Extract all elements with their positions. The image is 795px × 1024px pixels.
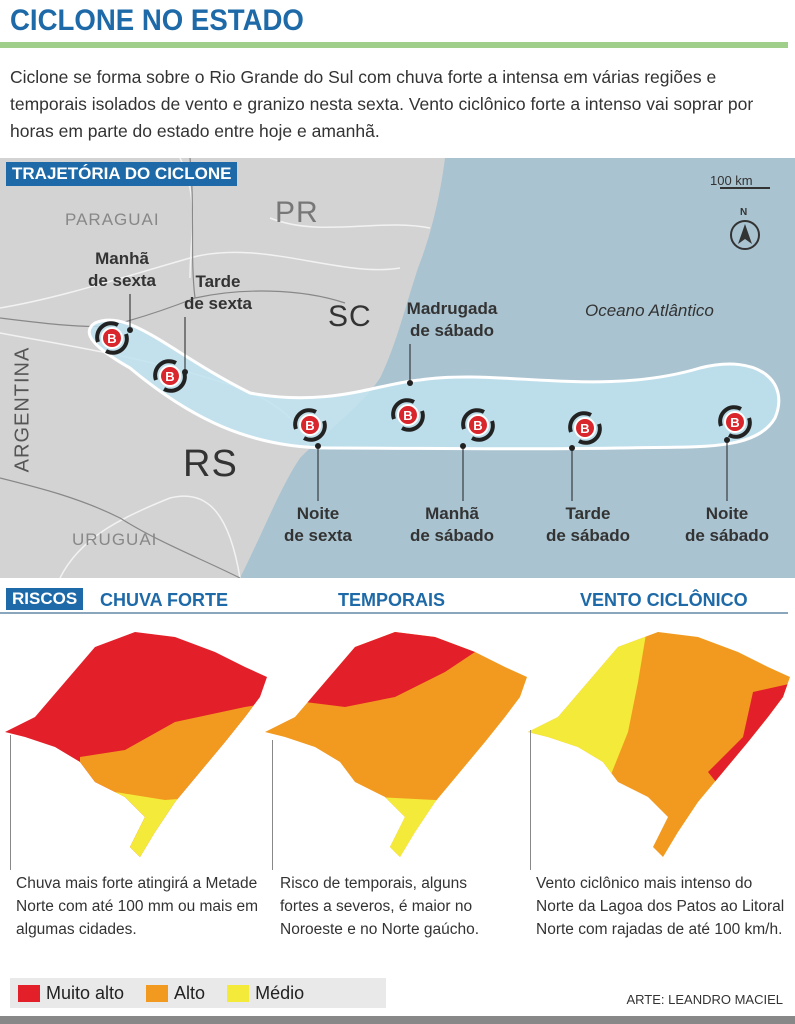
scale-label: 100 km — [710, 173, 753, 188]
risk-title-temporais: TEMPORAIS — [338, 590, 446, 610]
label-argentina: ARGENTINA — [11, 346, 34, 473]
stage-dot — [460, 443, 466, 449]
stage-label: Madrugada de sábado — [392, 298, 512, 342]
stage-label: Noite de sexta — [258, 503, 378, 547]
caption-temporais: Risco de temporais, alguns fortes a seve… — [280, 875, 480, 938]
cyclone-marker: B — [153, 359, 187, 393]
stage-dot — [407, 380, 413, 386]
label-rs: RS — [183, 443, 238, 485]
cyclone-marker: B — [568, 411, 602, 445]
trajectory-map: B B B B B B B TRAJETÓRIA DO CICLONE 100 km N P… — [0, 158, 795, 578]
stage-label-line2: de sexta — [183, 294, 253, 313]
stage-label-line1: Noite — [296, 504, 340, 523]
stage-dot — [127, 327, 133, 333]
compass-label: N — [740, 207, 748, 218]
svg-text:B: B — [403, 408, 412, 423]
risks-section-label: RISCOS — [6, 588, 84, 610]
legend-label: Médio — [255, 982, 305, 1003]
trajectory-section-label: TRAJETÓRIA DO CICLONE — [6, 162, 238, 186]
stage-label: Noite de sábado — [667, 503, 787, 547]
stage-label-line2: de sábado — [545, 526, 631, 545]
legend-label: Alto — [174, 982, 206, 1003]
stage-dot — [569, 445, 575, 451]
stage-label-line2: de sexta — [283, 526, 353, 545]
legend-swatch — [227, 984, 250, 1002]
svg-text:B: B — [107, 331, 116, 346]
map-chuva-forte — [5, 622, 275, 867]
stage-label: Manhã de sábado — [392, 503, 512, 547]
legend-swatch — [18, 984, 40, 1002]
svg-text:B: B — [580, 421, 589, 436]
caption-chuva: Chuva mais forte atingirá a Metade Norte… — [16, 875, 259, 938]
legend-item: Muito alto — [18, 983, 124, 1004]
cyclone-marker: B — [293, 408, 327, 442]
legend-item: Alto — [146, 983, 205, 1004]
stage-label-line1: Manhã — [95, 249, 149, 268]
label-uruguai: URUGUAI — [72, 530, 158, 549]
legend-item: Médio — [227, 983, 304, 1004]
risk-title-chuva: CHUVA FORTE — [100, 590, 228, 610]
cyclone-marker: B — [391, 398, 425, 432]
stage-label-line2: de sábado — [409, 526, 495, 545]
lead-paragraph: Ciclone se forma sobre o Rio Grande do S… — [10, 67, 754, 141]
title-divider — [0, 42, 788, 48]
label-sc: SC — [328, 300, 372, 333]
stage-label-line1: Noite — [705, 504, 749, 523]
stage-label-line1: Madrugada — [406, 299, 498, 318]
bottom-bar — [0, 1016, 795, 1024]
stage-label-line2: de sexta — [87, 271, 157, 290]
legend-swatch — [146, 984, 169, 1002]
map-vento-ciclonico — [528, 622, 795, 867]
stage-label-line1: Manhã — [425, 504, 479, 523]
caption-line — [10, 735, 11, 870]
risks-header: RISCOS CHUVA FORTE TEMPORAIS VENTO CICLÔ… — [0, 588, 788, 614]
legend: Muito alto Alto Médio — [10, 978, 386, 1008]
stage-dot — [315, 443, 321, 449]
svg-text:B: B — [730, 415, 739, 430]
svg-text:B: B — [305, 418, 314, 433]
stage-label: Tarde de sexta — [158, 271, 278, 315]
cyclone-marker: B — [95, 321, 129, 355]
svg-text:B: B — [165, 369, 174, 384]
stage-dot — [182, 369, 188, 375]
label-paraguai: PARAGUAI — [65, 210, 160, 229]
legend-label: Muito alto — [46, 982, 125, 1003]
cyclone-marker: B — [461, 408, 495, 442]
compass-icon — [720, 187, 770, 250]
caption-vento: Vento ciclônico mais intenso do Norte da… — [536, 875, 785, 938]
caption-line — [272, 740, 273, 870]
credit: ARTE: LEANDRO MACIEL — [626, 992, 783, 1007]
stage-label-line2: de sábado — [684, 526, 770, 545]
map-temporais — [265, 622, 535, 867]
stage-label-line1: Tarde — [565, 504, 611, 523]
map-graphic: B B B B B B B — [0, 158, 795, 578]
svg-text:B: B — [473, 418, 482, 433]
label-ocean: Oceano Atlântico — [585, 301, 714, 320]
stage-label-line1: Tarde — [195, 272, 241, 291]
stage-dot — [724, 437, 730, 443]
stage-label: Manhã de sexta — [62, 248, 182, 292]
page-title: CICLONE NO ESTADO — [10, 4, 304, 37]
label-pr: PR — [275, 196, 319, 229]
cyclone-marker: B — [718, 405, 752, 439]
stage-label: Tarde de sábado — [528, 503, 648, 547]
stage-label-line2: de sábado — [409, 321, 495, 340]
caption-line — [530, 730, 531, 870]
risk-title-vento: VENTO CICLÔNICO — [580, 590, 748, 610]
